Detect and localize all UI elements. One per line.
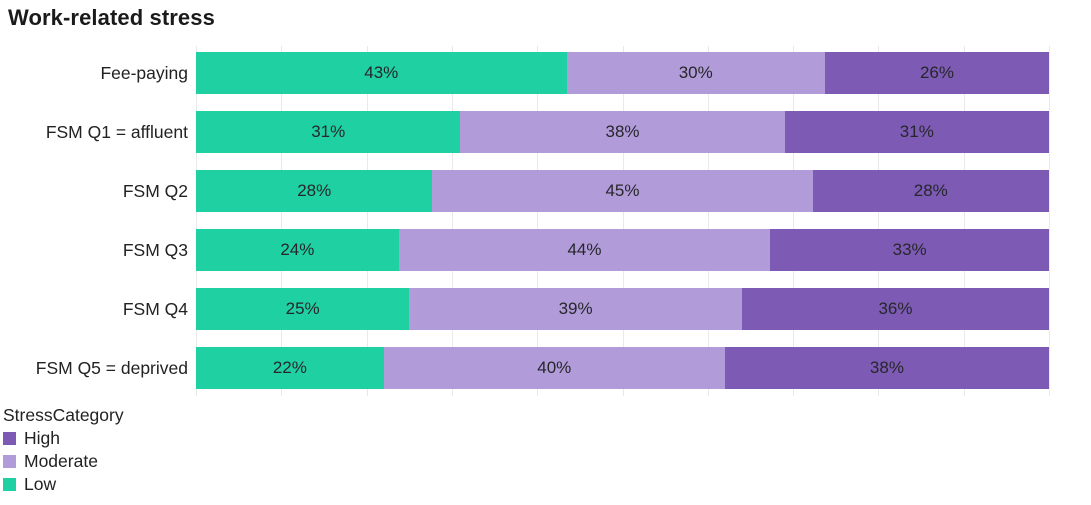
bar-row: 43% 30% 26% xyxy=(196,52,1049,94)
bar-value-label: 31% xyxy=(311,122,346,141)
bar-segment-moderate[interactable]: 39% xyxy=(409,288,742,330)
legend-item-high[interactable]: High xyxy=(3,427,124,450)
bar-segment-high[interactable]: 33% xyxy=(770,229,1049,271)
gridline xyxy=(708,46,709,396)
legend-title: StressCategory xyxy=(3,405,124,425)
bar-row: 28% 45% 28% xyxy=(196,170,1049,212)
bar-value-label: 36% xyxy=(878,299,913,318)
gridline xyxy=(623,46,624,396)
bar-value-label: 44% xyxy=(567,240,602,259)
bar-segment-moderate[interactable]: 38% xyxy=(460,111,785,153)
gridline xyxy=(281,46,282,396)
legend: StressCategory High Moderate Low xyxy=(3,404,124,496)
bar-value-label: 38% xyxy=(605,122,640,141)
legend-swatch-icon xyxy=(3,478,16,491)
legend-swatch-icon xyxy=(3,455,16,468)
bar-segment-low[interactable]: 24% xyxy=(196,229,399,271)
bar-segment-moderate[interactable]: 40% xyxy=(383,347,725,389)
bar-segment-low[interactable]: 22% xyxy=(196,347,384,389)
bar-row: 22% 40% 38% xyxy=(196,347,1049,389)
category-label: FSM Q4 xyxy=(122,298,188,319)
bar-segment-high[interactable]: 36% xyxy=(741,288,1049,330)
category-axis-labels: Fee-paying FSM Q1 = affluent FSM Q2 FSM Q3 F… xyxy=(0,46,188,396)
legend-item-moderate[interactable]: Moderate xyxy=(3,450,124,473)
bar-value-label: 22% xyxy=(272,358,307,377)
chart-title: Work-related stress xyxy=(8,5,215,30)
category-label: FSM Q1 = affluent xyxy=(45,121,188,142)
gridline xyxy=(878,46,879,396)
bar-value-label: 38% xyxy=(869,358,904,377)
legend-label: High xyxy=(24,428,60,448)
gridline xyxy=(367,46,368,396)
legend-swatch-icon xyxy=(3,432,16,445)
gridline xyxy=(793,46,794,396)
bar-segment-moderate[interactable]: 44% xyxy=(398,229,771,271)
legend-label: Low xyxy=(24,474,57,494)
bar-value-label: 43% xyxy=(364,63,399,82)
legend-label: Moderate xyxy=(24,451,98,471)
bar-segment-high[interactable]: 26% xyxy=(824,52,1049,94)
bar-segment-low[interactable]: 28% xyxy=(196,170,433,212)
bar-segment-moderate[interactable]: 30% xyxy=(566,52,825,94)
bar-row: 24% 44% 33% xyxy=(196,229,1049,271)
bar-segment-high[interactable]: 31% xyxy=(784,111,1050,153)
gridline xyxy=(537,46,538,396)
category-label: FSM Q2 xyxy=(122,180,188,201)
plot-area: 43% 30% 26% 31% 38% 31% 28% 45% 28% 24% 44% 33% 25% 3… xyxy=(196,46,1050,396)
bar-value-label: 39% xyxy=(558,299,593,318)
bar-segment-low[interactable]: 31% xyxy=(196,111,461,153)
bar-value-label: 26% xyxy=(919,63,954,82)
bar-segment-low[interactable]: 43% xyxy=(196,52,567,94)
legend-item-low[interactable]: Low xyxy=(3,473,124,496)
category-label: Fee-paying xyxy=(100,62,188,83)
bar-segment-high[interactable]: 28% xyxy=(812,170,1049,212)
gridline xyxy=(452,46,453,396)
bar-value-label: 28% xyxy=(297,181,332,200)
gridline xyxy=(196,46,197,396)
bar-segment-low[interactable]: 25% xyxy=(196,288,410,330)
gridline xyxy=(964,46,965,396)
bar-row: 25% 39% 36% xyxy=(196,288,1049,330)
bar-value-label: 24% xyxy=(280,240,315,259)
bar-value-label: 28% xyxy=(913,181,948,200)
bar-row: 31% 38% 31% xyxy=(196,111,1050,153)
category-label: FSM Q5 = deprived xyxy=(35,357,188,378)
category-label: FSM Q3 xyxy=(122,239,188,260)
bar-value-label: 45% xyxy=(605,181,640,200)
bar-value-label: 25% xyxy=(285,299,320,318)
bar-value-label: 33% xyxy=(892,240,927,259)
legend-items: High Moderate Low xyxy=(3,427,124,496)
bar-value-label: 40% xyxy=(537,358,572,377)
bar-segment-high[interactable]: 38% xyxy=(724,347,1049,389)
gridline xyxy=(1049,46,1050,396)
bar-value-label: 31% xyxy=(899,122,934,141)
bar-segment-moderate[interactable]: 45% xyxy=(432,170,813,212)
bar-value-label: 30% xyxy=(678,63,713,82)
